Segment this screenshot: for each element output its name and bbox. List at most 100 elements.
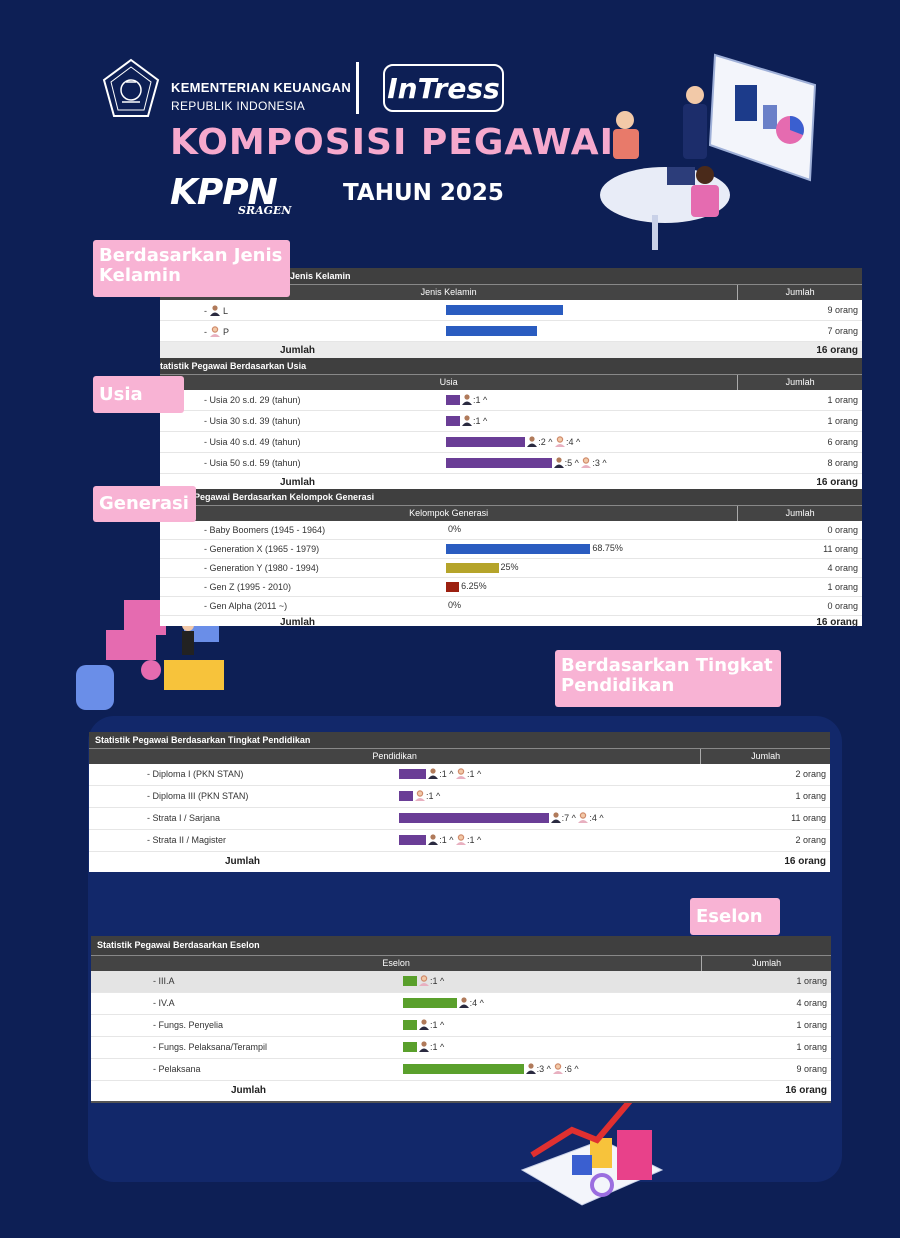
female-icon — [554, 436, 565, 447]
row-count: 7 orang — [827, 326, 858, 336]
gender-total-row: Jumlah 16 orang — [160, 342, 862, 359]
eselon-row-label: - IV.A — [153, 998, 175, 1008]
total-count: 16 orang — [816, 477, 858, 488]
male-icon — [428, 768, 439, 779]
generasi-row-label: - Baby Boomers (1945 - 1964) — [204, 525, 326, 535]
usia-annotation: :1 ^ — [462, 415, 487, 426]
eselon-bar — [403, 998, 457, 1008]
generasi-col-label: Kelompok Generasi — [160, 506, 739, 521]
total-label: Jumlah — [280, 477, 316, 488]
pendidikan-row-label: - Diploma III (PKN STAN) — [147, 791, 249, 801]
table-row: - Strata II / Magister :1 ^ :1 ^ 2 orang — [89, 830, 830, 852]
usia-total-row: Jumlah 16 orang — [160, 474, 862, 491]
label-usia: Usia — [93, 376, 184, 413]
generasi-pct: 6.25% — [461, 581, 487, 591]
female-icon — [419, 975, 429, 986]
row-count: 2 orang — [795, 835, 826, 845]
eselon-col-label: Eselon — [91, 956, 703, 971]
eselon-panel: Statistik Pegawai Berdasarkan Eselon Ese… — [91, 936, 831, 1103]
usia-col-count: Jumlah — [785, 377, 815, 387]
usia-annotation: :5 ^ :3 ^ — [553, 457, 607, 468]
usia-table-header: Usia Jumlah — [160, 374, 862, 390]
male-icon — [209, 305, 220, 316]
row-count: 1 orang — [796, 1042, 827, 1052]
table-row: - Gen Alpha (2011 ~) 0% 0 orang — [160, 597, 862, 616]
total-count: 16 orang — [785, 1085, 827, 1096]
usia-panel-title: tatistik Pegawai Berdasarkan Usia — [160, 358, 862, 374]
row-count: 0 orang — [827, 525, 858, 535]
usia-col-label: Usia — [160, 375, 739, 390]
row-count: 11 orang — [791, 813, 826, 823]
table-row: - Diploma I (PKN STAN) :1 ^ :1 ^ 2 orang — [89, 764, 830, 786]
row-count: 6 orang — [827, 437, 858, 447]
gender-col-label: Jenis Kelamin — [160, 285, 739, 300]
kemenkeu-emblem-icon — [102, 58, 160, 117]
table-row: - P 7 orang — [160, 321, 862, 342]
table-row: - Strata I / Sarjana :7 ^ :4 ^ 11 orang — [89, 808, 830, 830]
pendidikan-annotation: :1 ^ — [415, 790, 440, 801]
table-row: - Baby Boomers (1945 - 1964) 0% 0 orang — [160, 521, 862, 540]
generasi-panel: Pegawai Berdasarkan Kelompok Generasi Ke… — [160, 489, 862, 626]
total-count: 16 orang — [784, 856, 826, 867]
male-icon — [525, 1063, 536, 1074]
usia-row-label: - Usia 20 s.d. 29 (tahun) — [204, 395, 301, 405]
table-row: - Diploma III (PKN STAN) :1 ^ 1 orang — [89, 786, 830, 808]
kppn-logo: KPPN — [170, 172, 278, 213]
male-icon — [527, 436, 538, 447]
ministry-country: REPUBLIK INDONESIA — [171, 99, 306, 113]
total-label: Jumlah — [280, 617, 316, 626]
eselon-row-label: - Pelaksana — [153, 1064, 201, 1074]
eselon-annotation: :1 ^ — [419, 1019, 444, 1030]
total-label: Jumlah — [225, 856, 261, 867]
row-count: 1 orang — [827, 416, 858, 426]
total-count: 16 orang — [816, 617, 858, 626]
pendidikan-col-count: Jumlah — [751, 751, 781, 761]
eselon-annotation: :1 ^ — [419, 1041, 444, 1052]
row-count: 1 orang — [796, 1020, 827, 1030]
row-count: 1 orang — [827, 582, 858, 592]
female-icon — [455, 834, 466, 845]
pendidikan-col-label: Pendidikan — [89, 749, 702, 764]
pendidikan-bar — [399, 791, 413, 801]
eselon-row-label: - Fungs. Penyelia — [153, 1020, 224, 1030]
female-icon — [581, 457, 592, 468]
generasi-row-label: - Gen Alpha (2011 ~) — [204, 601, 288, 611]
eselon-annotation: :1 ^ — [419, 975, 444, 986]
generasi-bar — [446, 563, 499, 573]
male-icon — [419, 1019, 429, 1030]
male-icon — [428, 834, 439, 845]
generasi-pct: 68.75% — [592, 543, 623, 553]
usia-row-label: - Usia 40 s.d. 49 (tahun) — [204, 437, 301, 447]
year-label: TAHUN 2025 — [343, 180, 504, 206]
pendidikan-bar — [399, 835, 427, 845]
usia-bar — [446, 395, 460, 405]
generasi-row-label: - Generation X (1965 - 1979) — [204, 544, 320, 554]
male-icon — [553, 457, 564, 468]
row-count: 4 orang — [796, 998, 827, 1008]
generasi-bar — [446, 544, 591, 554]
male-icon — [462, 394, 472, 405]
usia-row-label: - Usia 50 s.d. 59 (tahun) — [204, 458, 301, 468]
table-row: - Pelaksana :3 ^ :6 ^ 9 orang — [91, 1059, 831, 1081]
eselon-annotation: :3 ^ :6 ^ — [525, 1063, 579, 1074]
eselon-col-count: Jumlah — [752, 958, 782, 968]
total-label: Jumlah — [231, 1085, 267, 1096]
male-icon — [419, 1041, 429, 1052]
eselon-panel-title: Statistik Pegawai Berdasarkan Eselon — [91, 936, 831, 955]
table-row: - Generation X (1965 - 1979) 68.75% 11 o… — [160, 540, 862, 559]
male-icon — [550, 812, 561, 823]
eselon-total-row: Jumlah 16 orang — [91, 1081, 831, 1103]
pendidikan-row-label: - Strata II / Magister — [147, 835, 227, 845]
usia-annotation: :1 ^ — [462, 394, 487, 405]
row-count: 11 orang — [823, 544, 858, 554]
generasi-panel-title: Pegawai Berdasarkan Kelompok Generasi — [160, 489, 862, 505]
generasi-total-row: Jumlah 16 orang — [160, 616, 862, 626]
generasi-pct: 0% — [448, 524, 462, 534]
label-generasi: Generasi — [93, 486, 196, 522]
gender-col-count: Jumlah — [785, 287, 815, 297]
eselon-bar — [403, 1020, 417, 1030]
generasi-row-label: - Generation Y (1980 - 1994) — [204, 563, 319, 573]
female-icon — [553, 1063, 564, 1074]
pendidikan-panel: Statistik Pegawai Berdasarkan Tingkat Pe… — [89, 732, 830, 872]
label-gender: Berdasarkan Jenis Kelamin — [93, 240, 290, 297]
